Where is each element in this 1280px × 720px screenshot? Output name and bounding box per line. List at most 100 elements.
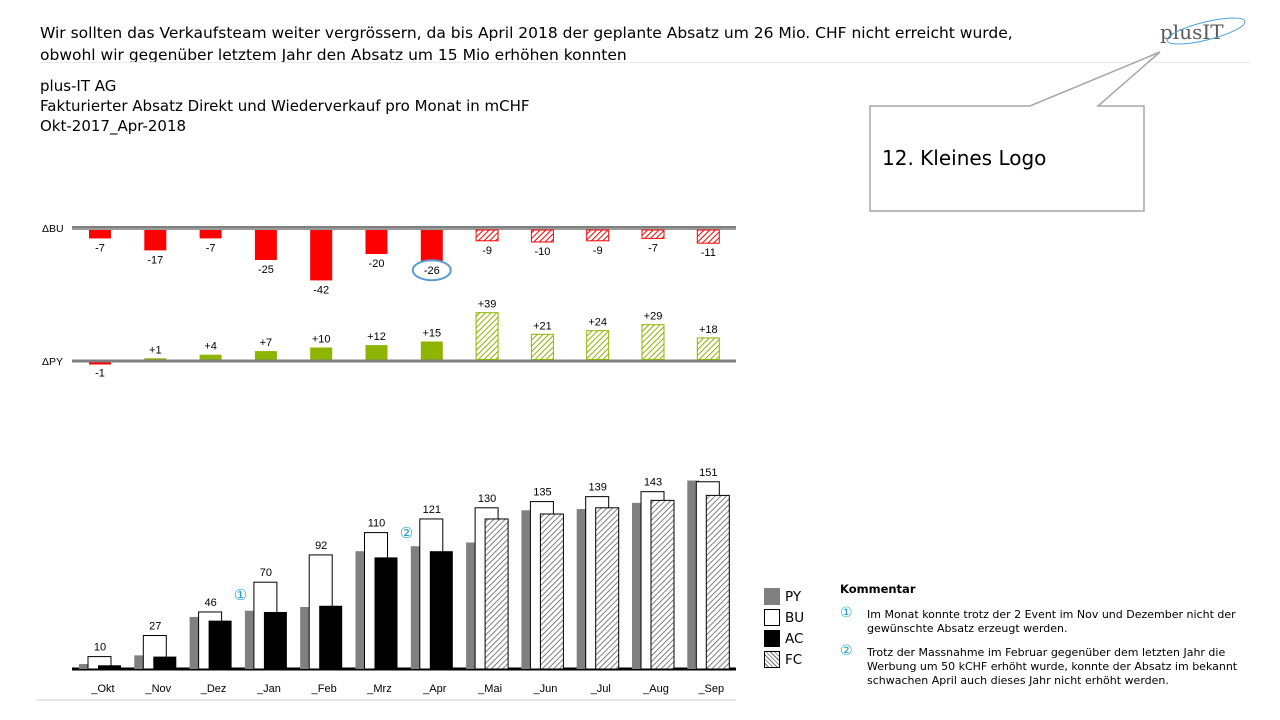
delta-bu-label-jun: -10 <box>534 246 550 258</box>
category-label-okt: _Okt <box>90 683 114 695</box>
category-label-feb: _Feb <box>311 683 337 695</box>
bu-label-dez: 46 <box>204 597 216 609</box>
logo-swoosh <box>1166 17 1246 45</box>
chart-title: Fakturierter Absatz Direkt und Wiederver… <box>40 96 530 116</box>
comment-marker-2: ② <box>840 643 853 659</box>
delta-py-bar-jan <box>254 351 277 360</box>
delta-py-label-jun: +21 <box>533 320 552 332</box>
category-label-dez: _Dez <box>200 683 227 695</box>
comment-text-2: Trotz der Massnahme im Februar gegenüber… <box>867 646 1238 687</box>
ac-bar-jan <box>263 611 287 669</box>
delta-py-label-aug: +29 <box>644 311 663 323</box>
legend-swatch-bu <box>764 609 780 626</box>
annotation-marker-2: ② <box>400 525 413 542</box>
delta-bu-label-apr: -26 <box>424 265 440 277</box>
chart-period: Okt-2017_Apr-2018 <box>40 117 187 135</box>
delta-py-label-feb: +10 <box>312 334 331 346</box>
comment-item-1: ① Im Monat konnte trotz der 2 Event im N… <box>840 605 1250 636</box>
ac-bar-mrz <box>374 557 398 669</box>
bu-label-jan: 70 <box>260 567 272 579</box>
delta-bu-label-jul: -9 <box>593 245 603 257</box>
delta-py-label-mrz: +12 <box>367 331 386 343</box>
comment-text-1: Im Monat konnte trotz der 2 Event im Nov… <box>867 608 1236 635</box>
ac-bar-nov <box>153 656 177 669</box>
logo-text-it: IT <box>1202 20 1224 44</box>
delta-bu-label-jan: -25 <box>258 264 274 276</box>
category-label-apr: _Apr <box>422 683 447 695</box>
delta-py-bar-jun <box>530 333 554 360</box>
delta-bu-label-nov: -17 <box>147 254 163 266</box>
legend-label-bu: BU <box>785 609 805 626</box>
delta-bu-bar-feb <box>310 230 333 281</box>
comment-marker-1: ① <box>840 605 853 621</box>
bu-label-aug: 143 <box>644 477 662 489</box>
bu-label-sep: 151 <box>699 467 717 479</box>
absatz-main-chart: 10 _Okt 27 _Nov 46 _Dez 70 _Jan 92 _Feb 110 _Mrz 121… <box>36 467 736 701</box>
delta-py-chart: ΔPY -1 +1 +4 +7 +10 +12 +15 +39 +21 +24 +29 +18 <box>42 299 736 380</box>
delta-py-axis-label: ΔPY <box>42 356 63 368</box>
delta-py-label-apr: +15 <box>422 328 441 340</box>
delta-bu-bar-jan <box>254 230 277 260</box>
delta-py-bar-aug <box>641 324 665 361</box>
delta-py-bar-mrz <box>365 345 388 360</box>
legend-swatch-fc <box>764 651 780 668</box>
py-bar-okt <box>79 664 91 669</box>
comment-item-2: ② Trotz der Massnahme im Februar gegenüb… <box>840 643 1250 688</box>
legend-label-fc: FC <box>785 651 803 668</box>
fc-bar-aug <box>650 499 675 670</box>
callout-box <box>869 51 1161 212</box>
delta-py-bar-jul <box>586 330 610 361</box>
bu-label-jul: 139 <box>589 482 607 494</box>
header-divider <box>40 62 1250 63</box>
callout-text: 12. Kleines Logo <box>882 146 1047 170</box>
fc-bar-sep <box>705 494 730 670</box>
chart-title-main: Fakturierter Absatz Direkt und Wiederver… <box>40 97 462 115</box>
bu-label-mai: 130 <box>478 493 496 505</box>
delta-bu-label-mrz: -20 <box>369 258 385 270</box>
company-name: plus-IT AG <box>40 77 117 95</box>
delta-py-bar-okt <box>89 362 111 365</box>
ac-bar-okt <box>98 665 121 669</box>
bu-label-mrz: 110 <box>368 518 386 530</box>
legend-item-ac: AC <box>764 628 804 649</box>
annotation-marker-1: ① <box>234 587 247 604</box>
legend-swatch-py <box>764 588 780 605</box>
bu-label-nov: 27 <box>149 621 161 633</box>
category-label-jan: _Jan <box>256 683 281 695</box>
ac-bar-dez <box>208 620 232 669</box>
delta-bu-bar-apr <box>420 230 443 262</box>
ac-bar-feb <box>319 605 343 669</box>
delta-py-label-dez: +4 <box>204 341 217 353</box>
bu-label-feb: 92 <box>315 540 327 552</box>
legend-item-py: PY <box>764 586 804 607</box>
fc-bar-mai <box>484 518 509 670</box>
delta-py-bar-nov <box>144 358 167 360</box>
category-label-mai: _Mai <box>477 683 502 695</box>
delta-bu-label-dez: -7 <box>206 242 216 254</box>
delta-bu-label-okt: -7 <box>95 242 105 254</box>
category-label-nov: _Nov <box>144 683 171 695</box>
comment-title: Kommentar <box>840 582 916 596</box>
delta-bu-bar-sep <box>696 229 720 244</box>
delta-py-bar-dez <box>199 354 222 360</box>
legend-item-bu: BU <box>764 607 804 628</box>
delta-bu-bar-aug <box>641 229 665 239</box>
legend-label-ac: AC <box>785 630 804 647</box>
fc-bar-jul <box>595 507 620 670</box>
delta-py-bar-feb <box>310 347 333 360</box>
delta-py-bar-mai <box>475 312 499 361</box>
comment-panel: Kommentar ① Im Monat konnte trotz der 2 … <box>840 582 1250 698</box>
fc-bar-jun <box>539 513 564 670</box>
delta-py-bar-apr <box>420 341 443 360</box>
delta-bu-bar-mrz <box>365 230 388 254</box>
chart-header: plus-IT AG Fakturierter Absatz Direkt un… <box>40 76 530 136</box>
bu-label-jun: 135 <box>533 487 551 499</box>
delta-py-label-jul: +24 <box>588 317 607 329</box>
delta-bu-chart: ΔBU -7 -17 -7 -25 -42 -20 -26 -9 -10 -9 -7 -11 <box>42 223 736 296</box>
delta-bu-label-mai: -9 <box>482 245 492 257</box>
category-label-jul: _Jul <box>590 683 611 695</box>
delta-py-label-sep: +18 <box>699 324 718 336</box>
delta-py-label-mai: +39 <box>478 299 497 311</box>
delta-bu-bar-mai <box>475 229 499 242</box>
